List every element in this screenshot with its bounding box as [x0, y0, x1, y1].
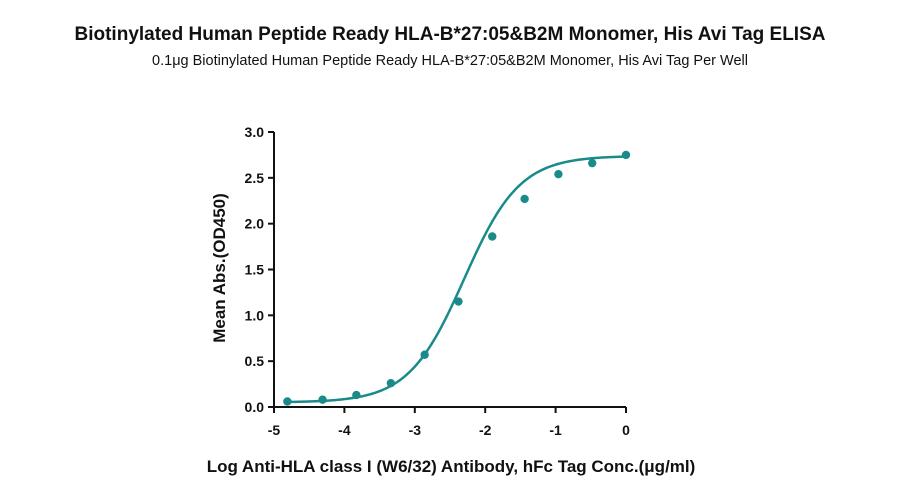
data-point — [621, 150, 631, 160]
y-tick-label: 0.5 — [245, 353, 265, 369]
data-point — [554, 169, 563, 179]
axes: 0.0 0.5 1.0 1.5 2.0 2.5 3.0 -5 -4 -3 -2 -1 0 — [245, 124, 631, 438]
y-tick-label: 2.5 — [245, 170, 265, 186]
data-point — [588, 158, 597, 168]
y-tick-label: 1.5 — [245, 262, 265, 278]
chart-title: Biotinylated Human Peptide Ready HLA-B*2… — [74, 24, 826, 45]
x-tick-label: -5 — [268, 422, 281, 438]
data-point — [420, 350, 429, 359]
data-points — [283, 150, 631, 406]
fit-curve-group — [287, 155, 627, 404]
chart-subtitle: 0.1μg Biotinylated Human Peptide Ready H… — [152, 53, 748, 69]
x-tick-label: -2 — [479, 422, 492, 438]
data-point — [520, 194, 529, 204]
y-tick-label: 1.0 — [245, 307, 265, 323]
data-point — [283, 397, 292, 406]
y-axis-label: Mean Abs.(OD450) — [210, 193, 229, 343]
data-point — [386, 378, 396, 388]
y-tick-label: 2.0 — [245, 216, 265, 232]
y-tick-label: 0.0 — [245, 399, 265, 415]
data-point — [454, 297, 463, 306]
x-axis-label: Log Anti-HLA class I (W6/32) Antibody, h… — [207, 457, 696, 476]
y-tick-label: 3.0 — [245, 124, 265, 140]
data-point — [352, 390, 361, 400]
data-point — [318, 395, 327, 404]
fit-curve — [287, 155, 627, 404]
x-tick-label: 0 — [622, 422, 630, 438]
x-tick-label: -4 — [338, 422, 351, 438]
data-point — [488, 232, 497, 241]
x-tick-label: -1 — [549, 422, 562, 438]
x-tick-label: -3 — [409, 422, 422, 438]
